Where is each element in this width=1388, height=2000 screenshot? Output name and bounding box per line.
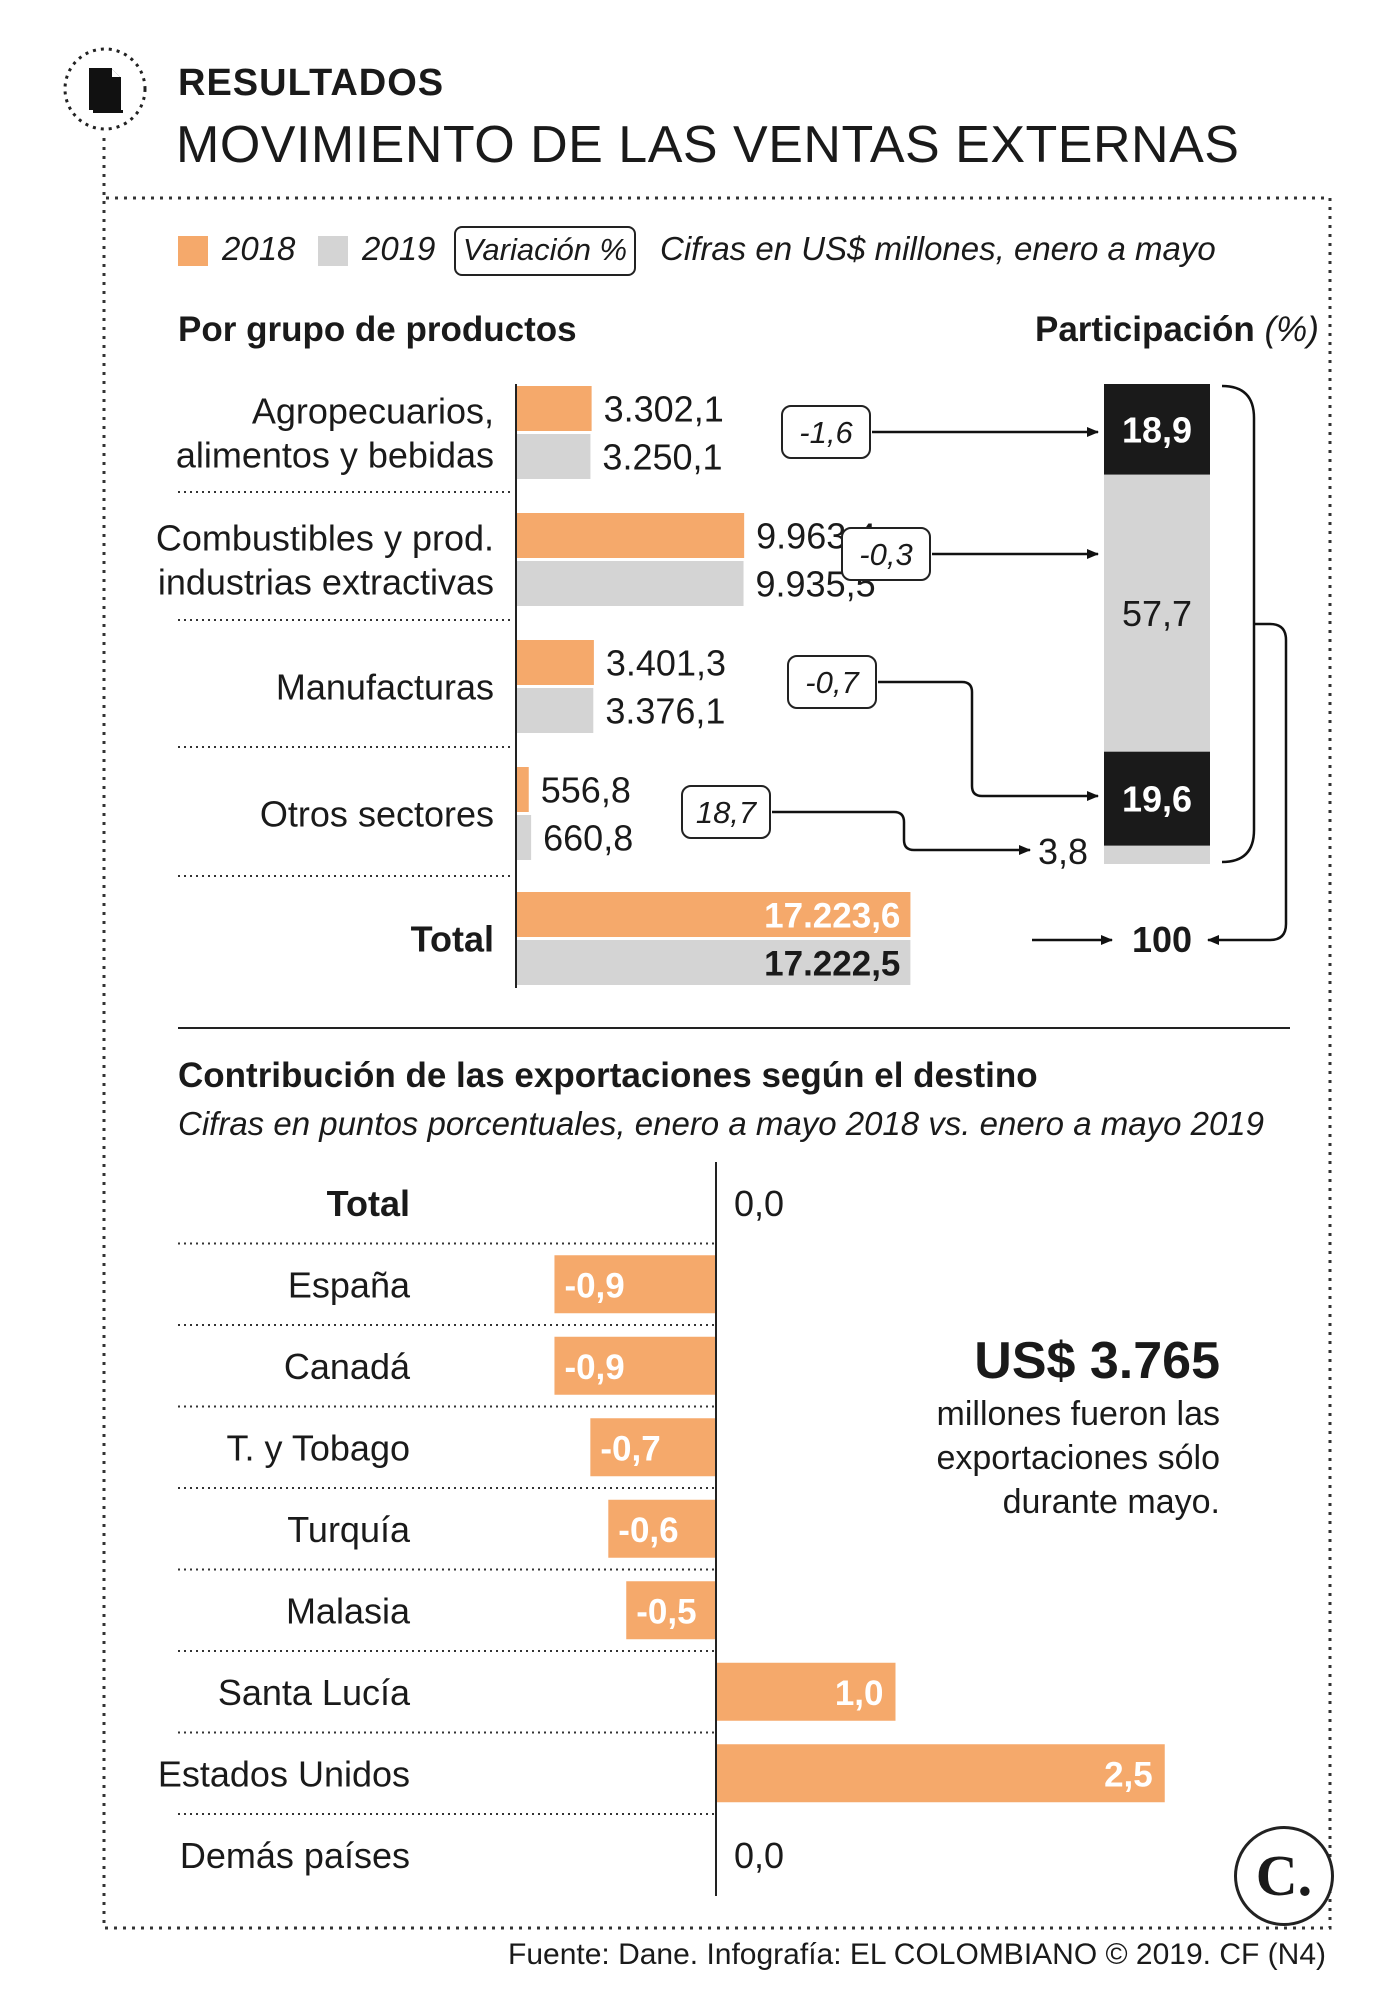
participation-segment (1104, 384, 1210, 475)
connector-arrow (772, 810, 1031, 855)
destination-label: T. y Tobago (227, 1427, 410, 1468)
bar-value-label: 3.250,1 (602, 437, 722, 478)
destination-bar (716, 1744, 1165, 1803)
logo-letter: C. (1255, 1843, 1313, 1908)
destination-label: España (288, 1264, 411, 1305)
participation-segment (1104, 751, 1210, 846)
legend-label-2019: 2019 (362, 230, 436, 267)
participation-label: 3,8 (1038, 831, 1088, 872)
callout-line-1: millones fueron las (936, 1395, 1220, 1433)
participation-unit: (%) (1264, 310, 1319, 349)
products-heading: Por grupo de productos (178, 310, 577, 349)
bar-value-label: 17.223,6 (764, 897, 900, 936)
products-chart: Agropecuarios,alimentos y bebidas 3.302,1… (156, 384, 1288, 988)
destination-label: Estados Unidos (158, 1753, 410, 1794)
bar-2018 (516, 513, 745, 558)
section-label: RESULTADOS (178, 62, 445, 104)
participation-label: 19,6 (1122, 779, 1192, 820)
callout: US$ 3.765 millones fueron las exportacio… (880, 1330, 1220, 1524)
bar-2019 (516, 434, 591, 479)
bar-2019 (516, 688, 594, 733)
bar-2018 (516, 640, 594, 685)
bar-2018 (516, 386, 592, 431)
participation-heading: Participación (%) (1035, 310, 1319, 350)
destination-label: Canadá (284, 1346, 411, 1387)
destination-bar (554, 1255, 716, 1314)
legend-swatch-2018 (178, 236, 208, 266)
destination-bar (590, 1418, 716, 1477)
category-label: Combustibles y prod. (156, 518, 494, 559)
category-label: Total (411, 919, 494, 960)
variation-box (841, 527, 931, 581)
bar-value-label: 17.222,5 (764, 945, 900, 984)
variation-box (781, 405, 871, 459)
participation-total-label: 100 (1132, 919, 1192, 960)
callout-amount: US$ 3.765 (974, 1332, 1220, 1390)
category-label: Otros sectores (260, 794, 494, 835)
category-label: Manufacturas (276, 667, 494, 708)
destination-value-label: -0,7 (600, 1429, 660, 1468)
destination-heading: Contribución de las exportaciones según … (178, 1056, 1038, 1095)
destination-chart: Total 0,0 España -0,9 Canadá -0,9 T. y Tobago -… (158, 1162, 1165, 1896)
destination-bar (554, 1336, 716, 1395)
bar-value-label: 3.401,3 (606, 643, 726, 684)
el-colombiano-logo: C. (1234, 1826, 1334, 1926)
connector-arrow (878, 680, 1099, 801)
legend-swatch-2019 (318, 236, 348, 266)
destination-value-label: -0,9 (564, 1348, 624, 1387)
section-divider (178, 1027, 1290, 1029)
variation-label: -0,3 (859, 537, 912, 572)
callout-line-2: exportaciones sólo (936, 1439, 1220, 1477)
destination-bar (716, 1662, 896, 1721)
bar-value-label: 3.302,1 (604, 389, 724, 430)
variation-box (681, 785, 771, 839)
destination-label: Total (327, 1183, 410, 1224)
participation-segment (1104, 474, 1210, 752)
page-title: MOVIMIENTO DE LAS VENTAS EXTERNAS (176, 116, 1240, 174)
bar-2018 (516, 767, 529, 812)
connector-arrow (1207, 622, 1288, 945)
bar-2018 (516, 892, 911, 937)
variation-label: 18,7 (696, 795, 758, 830)
destination-bar (608, 1499, 716, 1558)
bar-value-label: 3.376,1 (605, 691, 725, 732)
destination-value-label: 2,5 (1104, 1755, 1153, 1794)
bar-value-label: 556,8 (541, 770, 631, 811)
participation-heading-text: Participación (1035, 310, 1255, 349)
legend-variation-box: Variación % (454, 226, 636, 276)
category-label: alimentos y bebidas (176, 435, 494, 476)
destination-value-label: -0,5 (636, 1592, 696, 1631)
bar-value-label: 660,8 (543, 818, 633, 859)
destination-label: Turquía (287, 1509, 411, 1550)
source-credit: Fuente: Dane. Infografía: EL COLOMBIANO … (508, 1938, 1326, 1971)
variation-label: -0,7 (805, 665, 860, 700)
legend-label-2018: 2018 (222, 230, 296, 267)
destination-value-label: -0,9 (564, 1266, 624, 1305)
destination-value-label: 1,0 (835, 1674, 884, 1713)
bar-2019 (516, 561, 744, 606)
legend-note: Cifras en US$ millones, enero a mayo (660, 230, 1216, 267)
destination-label: Demás países (180, 1835, 410, 1876)
participation-segment (1104, 845, 1210, 864)
destination-label: Malasia (286, 1590, 411, 1631)
category-label: industrias extractivas (158, 562, 494, 603)
destination-value-label: 0,0 (734, 1835, 784, 1876)
destination-subheading: Cifras en puntos porcentuales, enero a m… (178, 1105, 1265, 1142)
variation-box (787, 655, 877, 709)
destination-label: Santa Lucía (218, 1672, 411, 1713)
callout-line-3: durante mayo. (1002, 1483, 1220, 1521)
destination-value-label: -0,6 (618, 1511, 678, 1550)
document-icon (63, 47, 147, 131)
participation-label: 57,7 (1122, 593, 1192, 634)
bar-2019 (516, 815, 532, 860)
variation-label: -1,6 (799, 415, 853, 450)
category-label: Agropecuarios, (252, 391, 494, 432)
bar-2019 (516, 940, 911, 985)
destination-bar (626, 1581, 716, 1640)
participation-label: 18,9 (1122, 409, 1192, 450)
destination-value-label: 0,0 (734, 1183, 784, 1224)
